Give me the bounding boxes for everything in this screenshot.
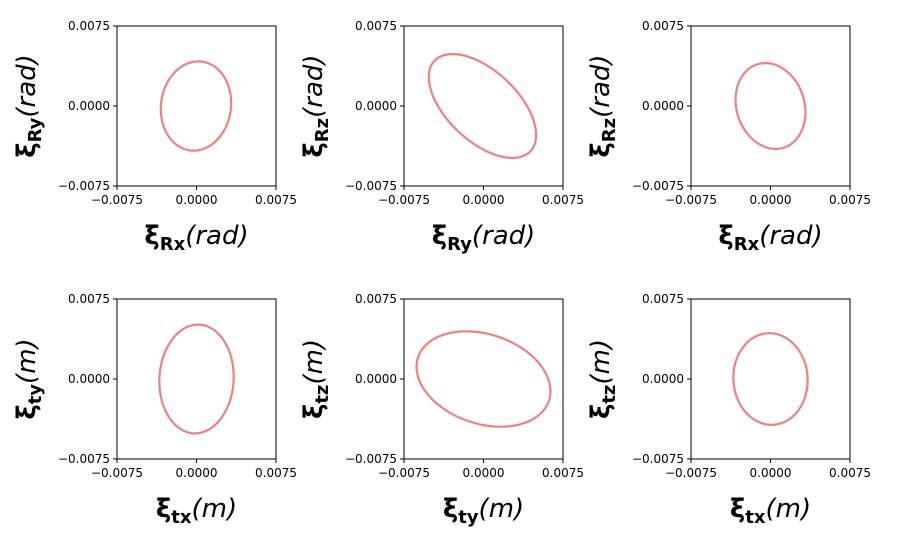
y-tick-label: 0.0000 — [68, 372, 110, 386]
y-axis-label: ξtz(m) — [299, 339, 333, 419]
y-tick-label: 0.0000 — [68, 99, 110, 113]
y-tick-label: 0.0000 — [642, 99, 684, 113]
x-axis-label: ξRx(rad) — [144, 221, 248, 255]
x-tick-label: 0.0000 — [176, 193, 218, 207]
axes-frame — [690, 298, 851, 460]
x-tick-label: 0.0000 — [463, 193, 505, 207]
y-tick-label: 0.0000 — [355, 99, 397, 113]
x-tick-label: 0.0075 — [255, 193, 297, 207]
y-axis-label: ξRz(rad) — [586, 54, 620, 157]
ellipse-curve — [734, 61, 807, 151]
subplot-5: −0.0075 0.0000 0.0075 −0.0075 0.0000 0.0075 ξt… — [299, 292, 584, 528]
y-tick-label: −0.0075 — [632, 452, 684, 466]
x-tick-label: −0.0075 — [378, 193, 430, 207]
x-tick-label: 0.0000 — [750, 466, 792, 480]
y-tick-label: 0.0000 — [642, 372, 684, 386]
y-axis-label: ξRz(rad) — [299, 54, 333, 157]
subplot-2: −0.0075 0.0000 0.0075 −0.0075 0.0000 0.0075 ξR… — [299, 19, 584, 255]
x-tick-label: −0.0075 — [91, 193, 143, 207]
ellipse-curve — [427, 52, 538, 160]
y-tick-label: −0.0075 — [58, 179, 110, 193]
x-tick-label: −0.0075 — [665, 193, 717, 207]
y-tick-label: −0.0075 — [345, 179, 397, 193]
y-tick-label: 0.0075 — [68, 292, 110, 306]
subplot-1: −0.0075 0.0000 0.0075 −0.0075 0.0000 0.0075 ξR… — [12, 19, 297, 255]
subplot-3: −0.0075 0.0000 0.0075 −0.0075 0.0000 0.0075 ξR… — [586, 19, 871, 255]
x-axis-label: ξty(m) — [443, 494, 524, 528]
axes-frame — [690, 25, 851, 187]
y-tick-label: 0.0075 — [642, 292, 684, 306]
y-tick-label: 0.0075 — [68, 19, 110, 33]
y-tick-label: −0.0075 — [632, 179, 684, 193]
x-axis-label: ξtx(m) — [156, 494, 237, 528]
ellipse-curve — [158, 323, 235, 435]
x-tick-label: 0.0075 — [542, 193, 584, 207]
axes-frame — [403, 25, 564, 187]
ellipse-curve — [732, 332, 809, 426]
ellipse-curve — [415, 330, 552, 428]
x-tick-label: 0.0000 — [750, 193, 792, 207]
axes-frame — [403, 298, 564, 460]
x-axis-label: ξRx(rad) — [718, 221, 822, 255]
x-tick-label: 0.0075 — [542, 466, 584, 480]
y-axis-label: ξRy(rad) — [12, 54, 46, 158]
y-axis-label: ξtz(m) — [586, 339, 620, 419]
y-axis-label: ξty(m) — [12, 338, 46, 419]
y-tick-label: 0.0075 — [355, 19, 397, 33]
y-tick-label: 0.0075 — [642, 19, 684, 33]
x-tick-label: −0.0075 — [378, 466, 430, 480]
x-tick-label: −0.0075 — [665, 466, 717, 480]
y-tick-label: −0.0075 — [345, 452, 397, 466]
x-axis-label: ξRy(rad) — [432, 221, 536, 255]
subplot-6: −0.0075 0.0000 0.0075 −0.0075 0.0000 0.0075 ξt… — [586, 292, 871, 528]
x-tick-label: 0.0075 — [255, 466, 297, 480]
axes-frame — [116, 25, 277, 187]
ellipse-curve — [159, 60, 233, 152]
subplot-4: −0.0075 0.0000 0.0075 −0.0075 0.0000 0.0075 ξt… — [12, 292, 297, 528]
x-tick-label: 0.0000 — [176, 466, 218, 480]
y-tick-label: 0.0000 — [355, 372, 397, 386]
x-tick-label: 0.0000 — [463, 466, 505, 480]
x-tick-label: 0.0075 — [829, 193, 871, 207]
y-tick-label: 0.0075 — [355, 292, 397, 306]
x-axis-label: ξtx(m) — [730, 494, 811, 528]
x-tick-label: −0.0075 — [91, 466, 143, 480]
axes-frame — [116, 298, 277, 460]
y-tick-label: −0.0075 — [58, 452, 110, 466]
x-tick-label: 0.0075 — [829, 466, 871, 480]
